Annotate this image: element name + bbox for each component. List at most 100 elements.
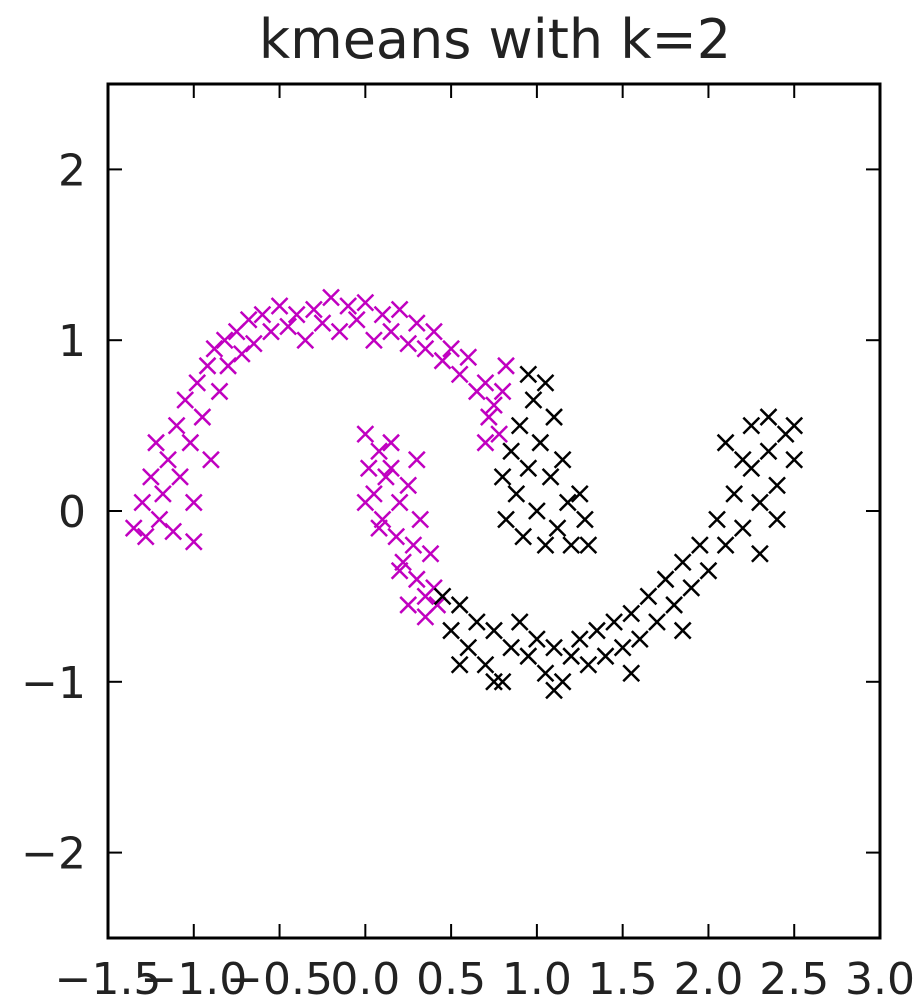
data-point <box>536 664 555 683</box>
data-point <box>356 493 375 512</box>
data-point <box>562 647 581 666</box>
data-point <box>154 485 172 503</box>
data-point <box>742 416 761 435</box>
data-point <box>421 544 440 563</box>
data-point <box>133 493 152 512</box>
data-point <box>150 510 169 529</box>
data-point <box>519 459 538 478</box>
data-point <box>545 681 563 700</box>
data-point <box>407 450 426 469</box>
data-point <box>479 408 498 426</box>
data-point <box>382 322 400 341</box>
data-point <box>733 450 752 469</box>
data-point <box>510 613 529 631</box>
data-point <box>548 519 567 537</box>
data-point <box>450 655 469 674</box>
data-point <box>545 408 563 426</box>
data-point <box>387 527 406 546</box>
data-point <box>124 519 143 537</box>
data-point <box>536 536 555 555</box>
ticks-layer: −1.5−1.0−0.50.0 0.5 1.0 1.5 2.0 2.5 3.0 2 1 0 −1 −2 <box>21 84 915 1005</box>
data-point <box>370 519 388 537</box>
data-point <box>370 442 388 461</box>
x-tick-label: 2.5 <box>759 954 829 1005</box>
data-point <box>442 621 460 640</box>
data-point <box>514 527 533 546</box>
data-point <box>531 433 550 452</box>
data-point <box>665 596 684 614</box>
data-point <box>287 305 306 324</box>
data-point <box>239 310 258 329</box>
data-point <box>347 310 366 329</box>
data-point <box>359 459 378 478</box>
data-point <box>425 322 443 341</box>
data-point <box>545 638 563 657</box>
x-tick-label: 0.0 <box>330 954 400 1005</box>
y-tick-label: 2 <box>58 145 86 196</box>
data-point <box>673 553 692 572</box>
data-point <box>528 502 546 520</box>
data-point <box>497 356 515 375</box>
data-point <box>476 655 495 674</box>
data-point <box>399 476 418 495</box>
data-point <box>253 305 272 324</box>
data-point <box>485 621 503 640</box>
data-point <box>759 408 778 426</box>
data-point <box>708 510 726 529</box>
data-point <box>630 630 649 648</box>
data-point <box>159 450 177 469</box>
data-point <box>399 596 418 614</box>
x-tick-label: 1.0 <box>502 954 572 1005</box>
data-point <box>485 672 503 691</box>
data-point <box>528 630 546 648</box>
data-point <box>171 467 189 486</box>
data-point <box>605 613 623 631</box>
data-point <box>768 510 786 529</box>
data-point <box>524 391 543 409</box>
data-point <box>262 322 280 341</box>
chart-title: kmeans with k=2 <box>259 8 731 71</box>
data-point <box>690 536 709 555</box>
data-point <box>759 442 778 461</box>
x-tick-label: 2.0 <box>673 954 743 1005</box>
data-point <box>270 297 289 315</box>
data-point <box>751 544 769 563</box>
data-point <box>733 519 752 537</box>
data-point <box>613 638 632 657</box>
data-point <box>450 365 469 384</box>
data-point <box>416 608 435 626</box>
x-tick-label: 3.0 <box>845 954 915 1005</box>
data-point <box>785 416 804 435</box>
data-point <box>558 493 577 512</box>
data-point <box>502 442 521 461</box>
data-point <box>459 348 478 367</box>
data-point <box>570 630 589 648</box>
data-point <box>181 433 200 452</box>
data-point <box>215 331 234 350</box>
data-point <box>176 391 195 409</box>
data-point <box>622 604 641 623</box>
data-point <box>751 493 769 512</box>
data-point <box>136 527 155 546</box>
data-point <box>576 510 594 529</box>
data-point <box>579 655 598 674</box>
data-point <box>313 314 332 333</box>
data-point <box>519 365 538 384</box>
x-tick-label: −1.0 <box>140 954 247 1005</box>
data-point <box>536 374 555 392</box>
data-point <box>507 485 526 503</box>
data-point <box>490 425 509 444</box>
data-point <box>493 672 512 691</box>
data-point <box>562 536 581 555</box>
data-point <box>210 382 229 401</box>
data-point <box>476 374 495 392</box>
data-point <box>382 433 400 452</box>
data-point <box>322 288 340 307</box>
data-point <box>570 485 589 503</box>
data-point <box>188 374 207 392</box>
data-point <box>673 621 692 640</box>
data-point <box>390 493 409 512</box>
data-point <box>476 433 495 452</box>
data-point <box>167 416 186 435</box>
points-layer <box>124 288 804 700</box>
